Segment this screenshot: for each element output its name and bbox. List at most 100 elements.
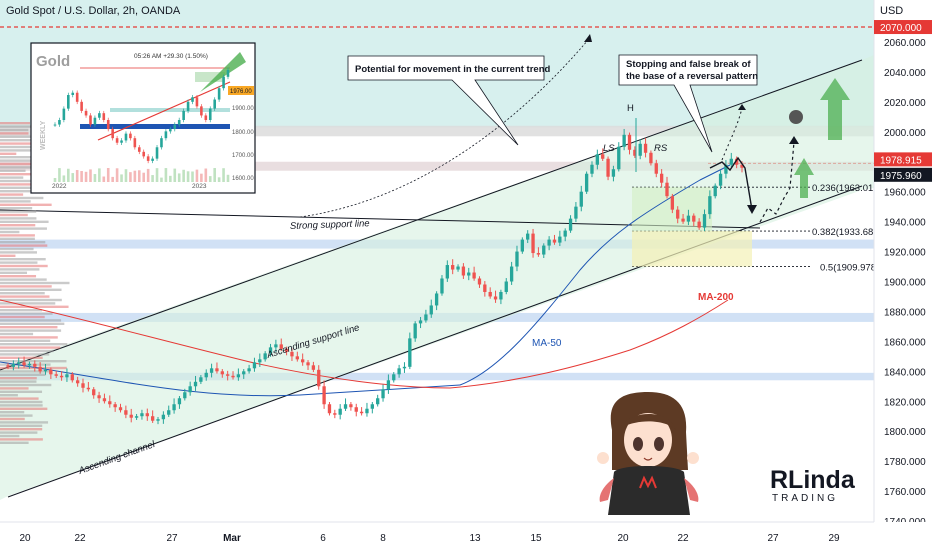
candle-body	[81, 383, 85, 388]
candle-body	[633, 149, 637, 156]
candle-body	[676, 209, 680, 219]
inset-volume-bar	[160, 177, 163, 182]
volume-profile-bar	[0, 441, 29, 444]
plot-area: 0.236(1963.017) 0.382(1933.685) 0.5(1909.9…	[0, 0, 882, 500]
volume-profile-bar	[0, 254, 16, 257]
candle-body	[279, 344, 283, 349]
candle-body	[161, 414, 166, 420]
candle-body	[306, 362, 310, 366]
volume-profile-bar	[0, 196, 44, 200]
inset-volume-bar	[142, 172, 146, 182]
inset-side-label: WEEKLY	[40, 120, 47, 150]
fib-label-0.5: 0.5(1909.978)	[820, 263, 879, 274]
candle-body	[75, 380, 80, 384]
candle-body	[92, 389, 96, 396]
y-tick-label: 2000.000	[884, 128, 926, 139]
candle-body	[54, 374, 58, 376]
fib-zone	[632, 231, 752, 267]
candle-body	[515, 251, 519, 267]
volume-profile-bar	[0, 258, 46, 261]
mascot-hoodie-logo	[639, 475, 657, 489]
inset-volume-bar	[195, 169, 199, 182]
candle-body	[622, 134, 626, 147]
candle-body	[434, 293, 439, 306]
candle-body	[467, 272, 471, 276]
candles-layer	[6, 118, 744, 425]
candle-body	[33, 363, 37, 367]
inset-volume-bar	[80, 171, 83, 182]
inset-band	[110, 108, 230, 112]
forecast-down-arrow	[747, 205, 757, 214]
candle-body	[493, 296, 498, 300]
volume-profile	[0, 122, 70, 444]
volume-profile-bar	[0, 166, 46, 169]
inset-volume-bar	[204, 168, 208, 182]
volume-profile-bar	[0, 431, 38, 434]
mascot-hoodie	[608, 466, 690, 515]
volume-profile-bar	[0, 428, 43, 431]
y-axis: 1740.0001760.0001780.0001800.0001820.000…	[873, 0, 932, 550]
volume-profile-bar	[0, 261, 38, 264]
y-tick-label: 2020.000	[884, 98, 926, 109]
price-tag-bg	[874, 152, 932, 167]
inset-volume-bar	[226, 174, 230, 182]
candle-body	[558, 236, 562, 243]
candle-body	[338, 408, 342, 415]
inset-price-tick: 1700.00	[232, 153, 254, 159]
candle-body	[595, 154, 600, 165]
inset-candle-body	[129, 133, 132, 139]
candle-body	[354, 407, 358, 412]
volume-profile-bar	[0, 244, 48, 247]
forecast-up-arrowhead	[789, 136, 799, 144]
candle-body	[322, 386, 326, 405]
x-axis-bg	[0, 522, 932, 550]
x-tick-label: 22	[74, 533, 86, 544]
y-tick-label: 1920.000	[884, 248, 926, 259]
candle-body	[365, 408, 369, 414]
forecast-dotted-arrowhead	[738, 104, 746, 110]
forecast-dotted-up	[721, 107, 743, 161]
candle-body	[236, 374, 241, 378]
candle-body	[129, 414, 133, 418]
volume-profile-bar	[0, 312, 53, 315]
volume-profile-bar	[0, 152, 17, 155]
fib-label-0.382: 0.382(1933.685)	[812, 227, 882, 238]
x-tick-label: 6	[320, 533, 326, 544]
candle-body	[686, 215, 691, 222]
ma50-line	[0, 164, 731, 397]
fib-label-0.236: 0.236(1963.017)	[812, 183, 882, 194]
inset-year-label: 2022	[52, 183, 67, 190]
candle-body	[504, 281, 508, 292]
candle-body	[397, 368, 401, 375]
candle-body	[440, 278, 444, 294]
volume-profile-bar	[0, 176, 24, 179]
volume-profile-bar	[0, 411, 25, 414]
inset-volume-bar	[102, 176, 106, 182]
right-shoulder-label: RS	[654, 143, 668, 154]
candle-body	[649, 152, 653, 164]
candle-body	[665, 182, 669, 197]
inset-candle-body	[142, 151, 146, 157]
logo-wordmark: RLinda	[770, 466, 856, 494]
volume-profile-bar	[0, 343, 68, 346]
candle-body	[59, 375, 64, 378]
inset-candle-body	[75, 92, 79, 102]
candle-body	[193, 381, 198, 387]
weekly-inset-chart: Gold 05:26 AM +29.30 (1.50%) WEEKLY 2022 202…	[30, 42, 256, 194]
candle-body	[177, 398, 182, 405]
inset-volume-bar	[129, 172, 132, 182]
inset-volume-bar	[213, 168, 216, 182]
movement-curve-arrowhead	[584, 34, 592, 42]
volume-profile-bar	[0, 390, 43, 393]
y-tick-label: 1840.000	[884, 367, 926, 378]
volume-profile-bar	[0, 278, 47, 281]
volume-profile-bar	[0, 132, 29, 135]
forecast-paths	[299, 34, 850, 223]
inset-volume-bar	[89, 169, 92, 182]
candle-body	[22, 362, 26, 366]
candle-body	[381, 389, 385, 399]
candle-body	[402, 366, 407, 369]
inset-candle-body	[213, 99, 216, 109]
zone-resistance	[0, 125, 874, 137]
movement-callout-text: Potential for movement in the current tr…	[355, 64, 550, 75]
